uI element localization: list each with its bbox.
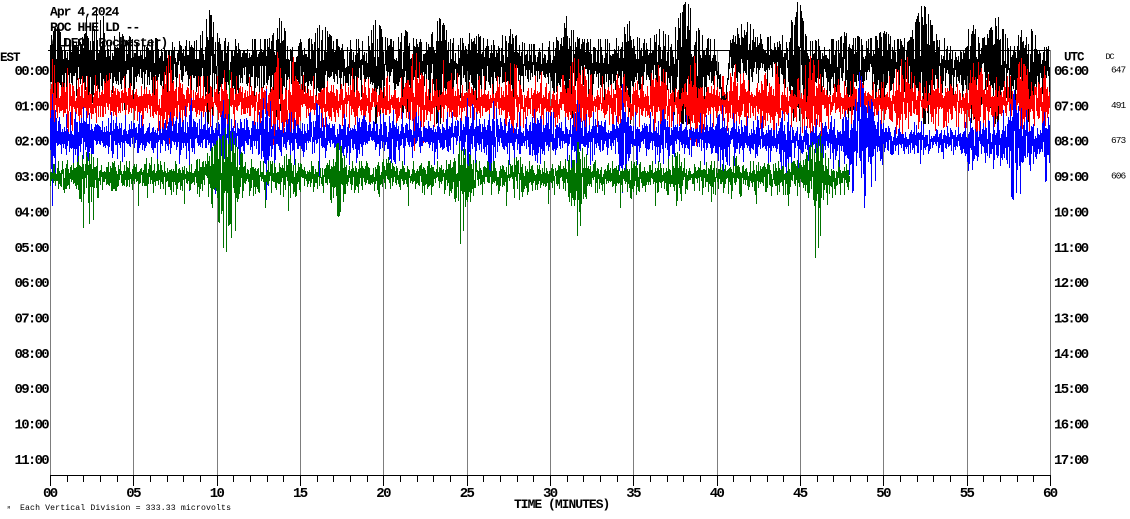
svg-text:05:00: 05:00 (15, 241, 50, 257)
svg-text:30: 30 (543, 486, 558, 502)
svg-text:00: 00 (43, 486, 58, 502)
svg-text:60: 60 (1043, 486, 1058, 502)
svg-text:20: 20 (376, 486, 391, 502)
svg-text:TIME (MINUTES): TIME (MINUTES) (514, 497, 610, 512)
svg-text:11:00: 11:00 (15, 453, 50, 469)
svg-text:UTC: UTC (1064, 51, 1085, 65)
svg-text:08:00: 08:00 (15, 347, 50, 363)
svg-text:55: 55 (960, 486, 975, 502)
svg-text:M: M (8, 505, 11, 511)
svg-text:06:00: 06:00 (15, 276, 50, 292)
svg-text:15:00: 15:00 (1054, 382, 1089, 398)
svg-text:13:00: 13:00 (1054, 312, 1089, 328)
svg-text:07:00: 07:00 (1054, 99, 1089, 115)
svg-text:08:00: 08:00 (1054, 135, 1089, 151)
svg-text:09:00: 09:00 (1054, 170, 1089, 186)
svg-text:10:00: 10:00 (1054, 205, 1089, 221)
svg-text:50: 50 (876, 486, 891, 502)
svg-text:647: 647 (1111, 64, 1126, 75)
svg-text:491: 491 (1111, 100, 1126, 111)
svg-text:03:00: 03:00 (15, 170, 50, 186)
svg-text:07:00: 07:00 (15, 312, 50, 328)
svg-text:15: 15 (293, 486, 308, 502)
svg-text:DC: DC (1106, 52, 1115, 62)
svg-text:02:00: 02:00 (15, 135, 50, 151)
svg-text:EST: EST (0, 51, 21, 65)
svg-text:673: 673 (1111, 135, 1126, 146)
svg-text:05: 05 (126, 486, 141, 502)
svg-text:40: 40 (710, 486, 725, 502)
svg-text:14:00: 14:00 (1054, 347, 1089, 363)
svg-text:06:00: 06:00 (1054, 64, 1089, 80)
svg-text:(LDEO, Rochester): (LDEO, Rochester) (50, 36, 168, 51)
svg-text:11:00: 11:00 (1054, 241, 1089, 257)
svg-text:00:00: 00:00 (15, 64, 50, 80)
svg-text:16:00: 16:00 (1054, 418, 1089, 434)
svg-text:12:00: 12:00 (1054, 276, 1089, 292)
svg-text:35: 35 (626, 486, 641, 502)
svg-text:01:00: 01:00 (15, 99, 50, 115)
svg-text:45: 45 (793, 486, 808, 502)
svg-text:04:00: 04:00 (15, 205, 50, 221)
svg-text:606: 606 (1111, 171, 1126, 182)
svg-text:10: 10 (210, 486, 225, 502)
svg-text:Each Vertical Division = 333.: Each Vertical Division = 333.33 microvol… (20, 503, 231, 513)
svg-text:10:00: 10:00 (15, 418, 50, 434)
svg-text:17:00: 17:00 (1054, 453, 1089, 469)
svg-text:09:00: 09:00 (15, 382, 50, 398)
svg-text:ROC HHE LD --: ROC HHE LD -- (50, 20, 140, 35)
svg-text:25: 25 (460, 486, 475, 502)
svg-text:Apr 4,2024: Apr 4,2024 (50, 5, 120, 20)
